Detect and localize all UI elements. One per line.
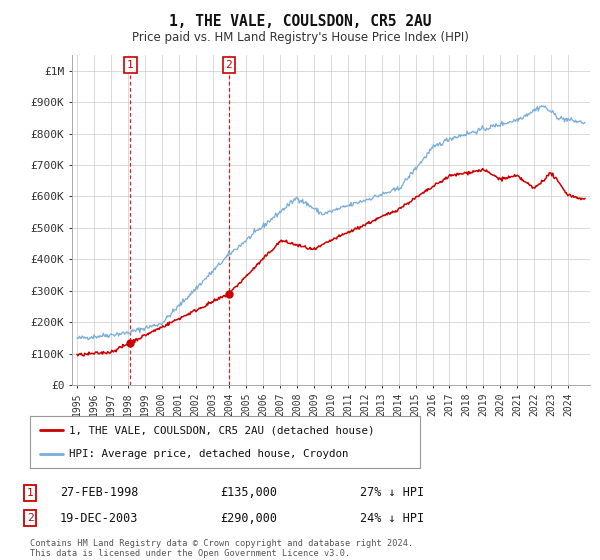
Text: £135,000: £135,000 <box>220 487 277 500</box>
Text: HPI: Average price, detached house, Croydon: HPI: Average price, detached house, Croy… <box>69 449 349 459</box>
Text: 2: 2 <box>26 513 34 523</box>
Text: 1, THE VALE, COULSDON, CR5 2AU (detached house): 1, THE VALE, COULSDON, CR5 2AU (detached… <box>69 425 374 435</box>
Text: 19-DEC-2003: 19-DEC-2003 <box>60 511 139 525</box>
Text: £290,000: £290,000 <box>220 511 277 525</box>
Text: 2: 2 <box>226 60 232 70</box>
Text: 27% ↓ HPI: 27% ↓ HPI <box>360 487 424 500</box>
Text: Contains HM Land Registry data © Crown copyright and database right 2024.: Contains HM Land Registry data © Crown c… <box>30 539 413 548</box>
Text: Price paid vs. HM Land Registry's House Price Index (HPI): Price paid vs. HM Land Registry's House … <box>131 31 469 44</box>
Text: This data is licensed under the Open Government Licence v3.0.: This data is licensed under the Open Gov… <box>30 549 350 558</box>
Text: 24% ↓ HPI: 24% ↓ HPI <box>360 511 424 525</box>
Text: 1: 1 <box>26 488 34 498</box>
Text: 27-FEB-1998: 27-FEB-1998 <box>60 487 139 500</box>
Text: 1: 1 <box>127 60 134 70</box>
Text: 1, THE VALE, COULSDON, CR5 2AU: 1, THE VALE, COULSDON, CR5 2AU <box>169 14 431 29</box>
